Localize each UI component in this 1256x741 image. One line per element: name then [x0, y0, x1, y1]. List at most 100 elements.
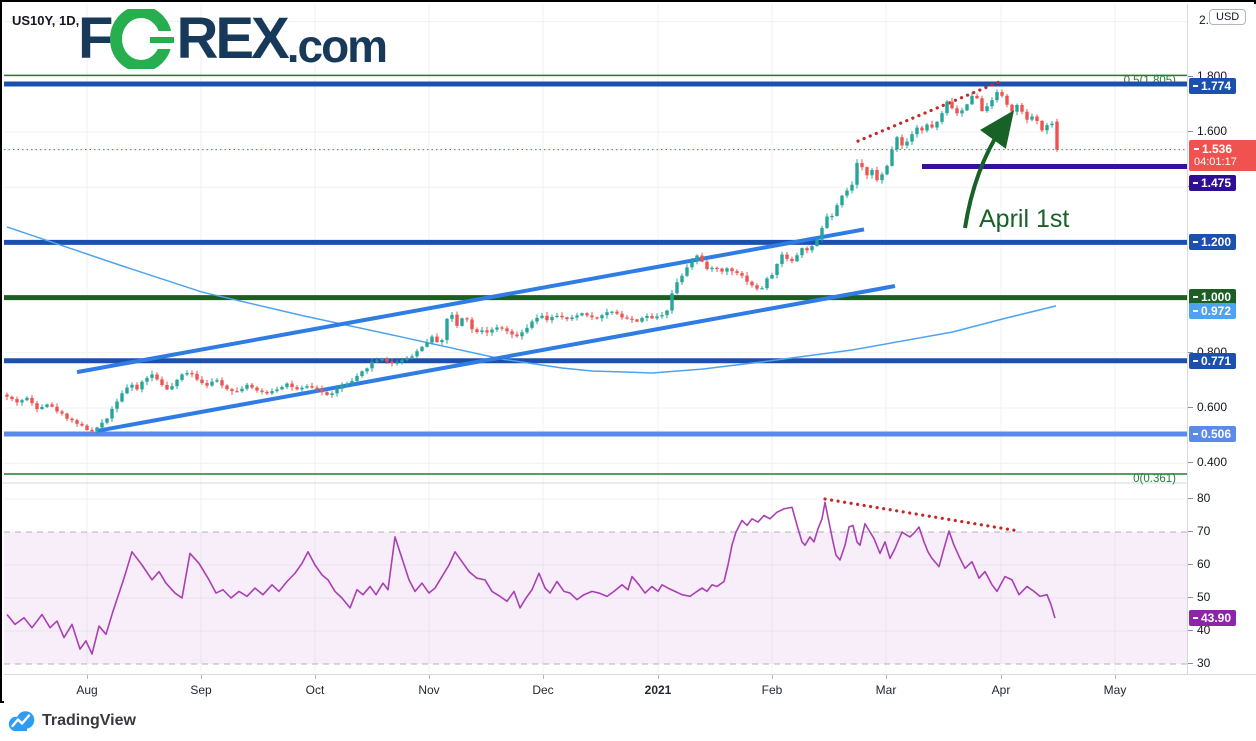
candle-body: [15, 399, 19, 403]
candle-body: [370, 361, 374, 369]
candle-body: [115, 401, 119, 409]
candle-body: [715, 267, 719, 270]
channel-upper[interactable]: [76, 227, 865, 375]
tradingview-logo[interactable]: TradingView: [8, 709, 136, 733]
candle-body: [760, 288, 764, 290]
candle-body: [925, 124, 929, 131]
candlesticks[interactable]: [5, 89, 1059, 435]
candle-body: [950, 101, 954, 109]
rsi-line[interactable]: [6, 501, 1056, 655]
april-1st-arrow[interactable]: [963, 110, 1015, 229]
candle-body: [75, 420, 79, 424]
candle-body: [550, 317, 554, 321]
price-tick-30: 30: [1188, 656, 1210, 670]
candle-body: [315, 387, 319, 389]
tick-dash: [1188, 351, 1193, 353]
candle-body: [545, 315, 549, 321]
candle-body: [70, 418, 74, 421]
candle-body: [1010, 104, 1014, 112]
currency-usd-chip[interactable]: USD: [1209, 9, 1247, 25]
time-label-Nov: Nov: [418, 683, 440, 697]
time-axis[interactable]: Aug Sep Oct Nov Dec 2021 Feb Mar Apr May: [4, 674, 1187, 704]
candle-body: [525, 327, 529, 333]
candle-body: [230, 389, 234, 392]
candle-body: [325, 392, 329, 396]
candle-body: [250, 384, 254, 388]
candle-body: [750, 281, 754, 286]
ma-line[interactable]: [6, 226, 1057, 374]
time-label-Aug: Aug: [76, 683, 98, 697]
candle-body: [755, 285, 759, 289]
candle-body: [965, 104, 969, 111]
candle-body: [540, 315, 544, 318]
candle-body: [1005, 95, 1009, 105]
time-tick: [886, 675, 887, 679]
chart-plot-area[interactable]: 0.5(1.805)0(0.361)April 1st: [2, 2, 1187, 703]
candle-body: [245, 384, 249, 389]
time-label-Feb: Feb: [761, 683, 783, 697]
candle-body: [815, 239, 819, 247]
price-tick-0.600: 0.600: [1188, 400, 1227, 414]
candle-body: [635, 319, 639, 322]
candle-body: [535, 317, 539, 322]
candle-body: [655, 316, 659, 319]
candle-body: [680, 275, 684, 283]
rsi-dotted-trendline[interactable]: [823, 497, 1017, 532]
candle-body: [625, 317, 629, 319]
candle-body: [480, 330, 484, 333]
candle-body: [375, 360, 379, 362]
candle-body: [445, 318, 449, 341]
candle-body: [560, 315, 564, 318]
candle-body: [875, 170, 879, 181]
candle-body: [580, 313, 584, 316]
candle-body: [60, 411, 64, 414]
candle-body: [605, 312, 609, 316]
candle-body: [810, 246, 814, 251]
candle-body: [1035, 116, 1039, 121]
time-label-Dec: Dec: [532, 683, 554, 697]
candle-body: [320, 388, 324, 393]
candle-body: [205, 383, 209, 386]
price-badge-1.774: 1.774: [1189, 78, 1237, 94]
candle-body: [835, 205, 839, 216]
april-1st-label[interactable]: April 1st: [979, 205, 1069, 233]
candle-body: [775, 263, 779, 275]
time-tick: [543, 675, 544, 679]
candle-body: [235, 391, 239, 393]
candle-body: [340, 385, 344, 389]
tick-dash: [1188, 75, 1193, 77]
tradingview-cloud-icon: [8, 711, 35, 732]
logo-green-o-icon: [110, 9, 177, 69]
tick-dash: [1188, 596, 1193, 598]
price-badge-1.475: 1.475: [1189, 175, 1237, 191]
price-badge-0.506: 0.506: [1189, 426, 1237, 442]
candle-body: [55, 406, 59, 412]
price-tick-50: 50: [1188, 590, 1210, 604]
candle-body: [40, 406, 44, 410]
candle-body: [460, 318, 464, 326]
candle-body: [830, 215, 834, 218]
candle-body: [885, 165, 889, 175]
candle-body: [170, 386, 174, 390]
candle-body: [165, 385, 169, 390]
channel-lower[interactable]: [96, 284, 896, 433]
candle-body: [185, 373, 189, 375]
price-axis[interactable]: 1.8001.6001.4000.8000.6000.4008070605040…: [1187, 4, 1256, 674]
candle-body: [650, 315, 654, 319]
tick-dash: [1188, 662, 1193, 664]
candle-body: [430, 336, 434, 343]
price-badge-43.90: 43.90: [1189, 610, 1237, 626]
candle-body: [110, 408, 114, 419]
time-tick: [772, 675, 773, 679]
time-tick: [429, 675, 430, 679]
candle-body: [920, 127, 924, 131]
dotted-resistance[interactable]: [856, 80, 1001, 143]
candle-body: [190, 373, 194, 375]
candle-body: [215, 380, 219, 382]
price-badge-1.200: 1.200: [1189, 234, 1237, 250]
time-tick: [658, 675, 659, 679]
candle-body: [985, 106, 989, 112]
candle-body: [710, 267, 714, 270]
time-label-May: May: [1103, 683, 1127, 697]
candle-body: [510, 331, 514, 335]
